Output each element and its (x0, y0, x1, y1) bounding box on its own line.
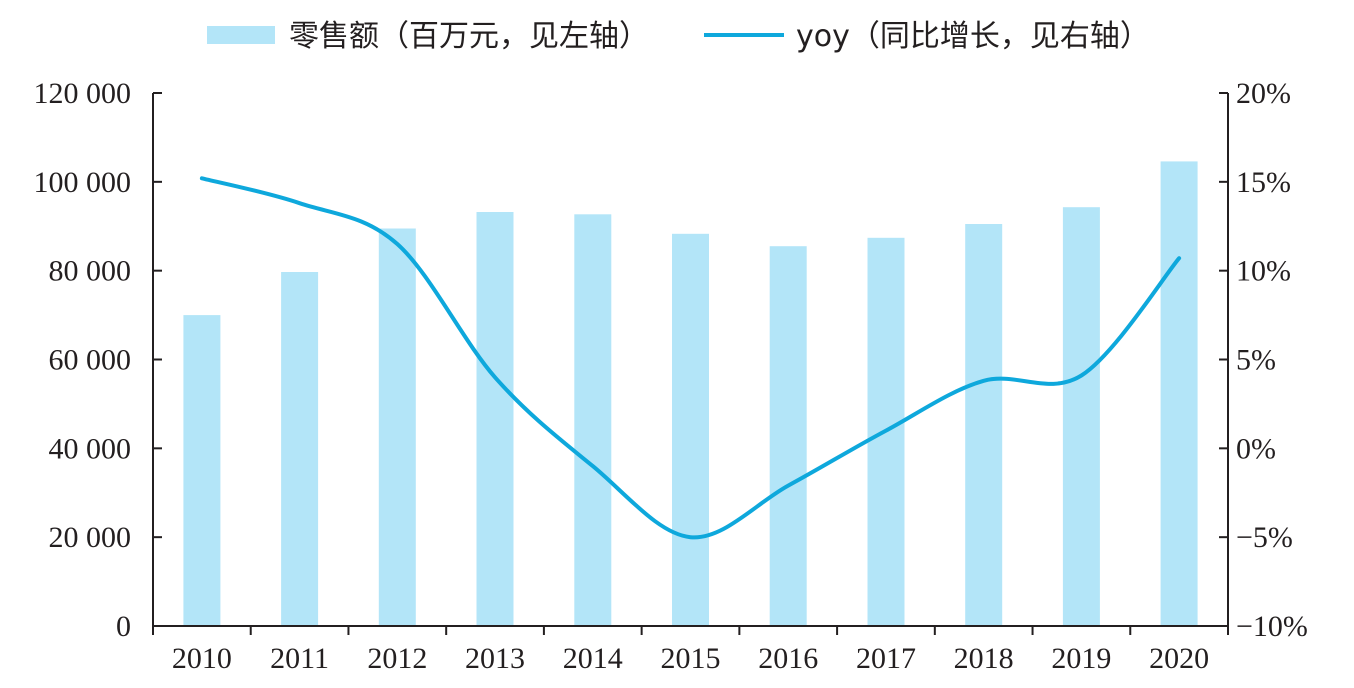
bar-2015 (672, 233, 709, 627)
x-tick-label: 2014 (563, 642, 623, 675)
x-tick-label: 2015 (661, 642, 721, 675)
x-tick-label: 2011 (270, 642, 329, 675)
right-tick-label: 15% (1236, 166, 1291, 199)
line-series (199, 176, 1182, 540)
x-tick-label: 2019 (1051, 642, 1111, 675)
legend-swatch-bar (207, 26, 275, 44)
left-tick-label: 80 000 (49, 255, 132, 288)
right-tick-label: −10% (1236, 610, 1308, 643)
x-tick-label: 2012 (367, 642, 427, 675)
legend-label-bar: 零售额（百万元，见左轴） (289, 19, 649, 54)
x-tick-label: 2010 (172, 642, 232, 675)
bar-2010 (183, 315, 221, 626)
x-tick-label: 2013 (465, 642, 525, 675)
legend-label-line: yoy（同比增长，见右轴） (796, 19, 1150, 54)
bar-series (183, 161, 1198, 627)
bar-2012 (378, 228, 416, 626)
right-tick-label: −5% (1236, 521, 1293, 554)
bar-2016 (769, 246, 807, 626)
axes: 0 20 000 40 000 60 000 80 000 100 000 120 000 −… (34, 77, 1308, 675)
bar-2020 (1160, 161, 1198, 626)
bar-2013 (476, 212, 514, 626)
right-tick-label: 5% (1236, 344, 1276, 377)
right-tick-label: 20% (1236, 77, 1291, 110)
x-tick-label: 2020 (1149, 642, 1209, 675)
left-tick-label: 40 000 (49, 432, 132, 465)
right-tick-label: 10% (1236, 255, 1291, 288)
x-tick-label: 2016 (758, 642, 818, 675)
legend: 零售额（百万元，见左轴） yoy（同比增长，见右轴） (207, 19, 1150, 54)
left-tick-label: 0 (116, 610, 131, 643)
bar-2019 (1062, 207, 1100, 626)
left-tick-label: 20 000 (49, 521, 132, 554)
right-tick-label: 0% (1236, 432, 1276, 465)
left-tick-label: 100 000 (34, 166, 132, 199)
left-tick-label: 60 000 (49, 344, 132, 377)
x-tick-label: 2017 (856, 642, 916, 675)
bar-2014 (574, 214, 612, 627)
bar-2018 (965, 224, 1003, 626)
left-tick-label: 120 000 (34, 77, 132, 110)
x-tick-label: 2018 (954, 642, 1014, 675)
bar-2011 (281, 272, 319, 626)
